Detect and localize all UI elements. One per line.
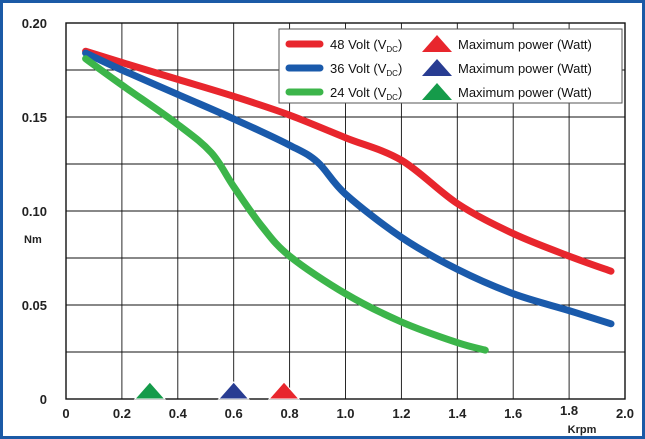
- x-tick-label: 1.4: [448, 406, 467, 421]
- legend-label-36v: 36 Volt (VDC): [330, 61, 402, 78]
- legend-label-48v: 48 Volt (VDC): [330, 37, 402, 54]
- legend-marker-label: Maximum power (Watt): [458, 85, 592, 100]
- max-power-marker-24v: [133, 381, 166, 400]
- y-tick-label: 0.15: [22, 110, 47, 125]
- x-tick-label: 0.2: [113, 406, 131, 421]
- x-tick-label: 1.2: [392, 406, 410, 421]
- x-tick-label: 1.8: [560, 403, 578, 418]
- plot-area-border: [65, 22, 626, 400]
- series-line-36v: [82, 49, 615, 328]
- max-power-marker-48v: [267, 381, 301, 400]
- y-tick-label: 0.10: [22, 204, 47, 219]
- legend: 48 Volt (VDC) Maximum power (Watt) 36 Volt…: [278, 28, 623, 104]
- x-axis-label: Krpm: [568, 424, 597, 436]
- legend-marker-24v: [422, 83, 452, 100]
- legend-marker-36v: [422, 59, 452, 76]
- max-power-marker-36v: [217, 381, 250, 400]
- series-line-48v: [82, 47, 615, 275]
- legend-marker-label: Maximum power (Watt): [458, 37, 592, 52]
- x-tick-label: 1.6: [504, 406, 522, 421]
- legend-marker-label: Maximum power (Watt): [458, 61, 592, 76]
- series-line-24v: [82, 55, 489, 354]
- legend-box: [278, 28, 623, 104]
- legend-label-24v: 24 Volt (VDC): [330, 85, 402, 102]
- x-tick-label: 2.0: [616, 406, 634, 421]
- legend-marker-48v: [422, 35, 452, 52]
- x-tick-label: 0.4: [169, 406, 188, 421]
- y-axis-label: Nm: [24, 234, 42, 246]
- x-tick-label: 1.0: [336, 406, 354, 421]
- y-tick-label: 0.05: [22, 298, 47, 313]
- y-tick-label: 0: [40, 392, 47, 407]
- y-tick-label: 0.20: [22, 16, 47, 31]
- x-tick-label: 0.6: [225, 406, 243, 421]
- x-tick-label: 0.8: [281, 406, 299, 421]
- x-tick-label: 0: [62, 406, 69, 421]
